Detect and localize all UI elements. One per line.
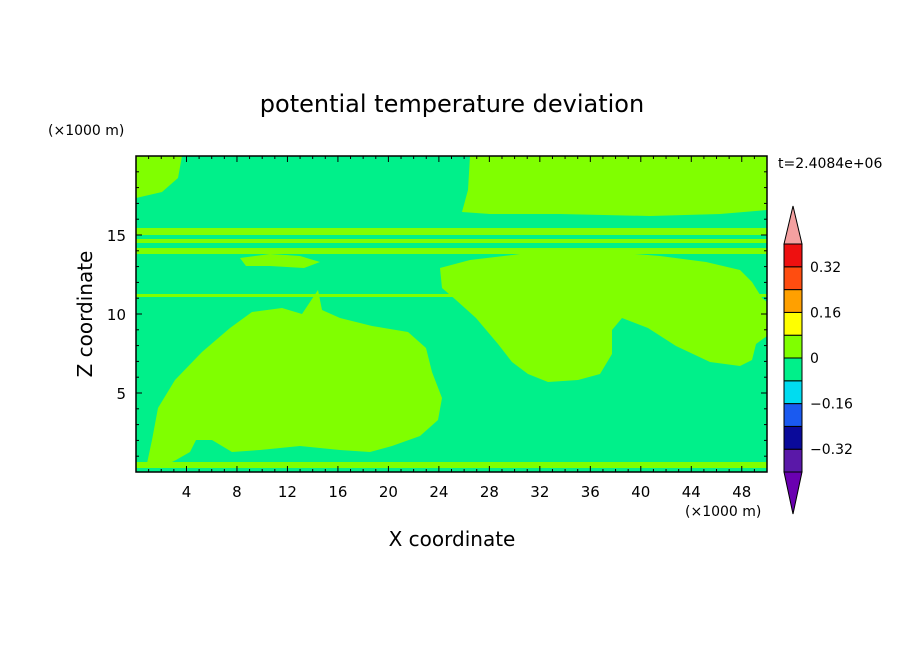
x-unit-label: (×1000 m) [685,504,761,520]
chart-title: potential temperature deviation [260,90,644,118]
y-axis: 5 10 15 [107,171,767,457]
y-tick-label: 10 [107,306,126,324]
x-tick-label: 20 [379,483,398,501]
y-tick-label: 15 [107,227,126,245]
y-tick-label: 5 [116,385,126,403]
x-tick-label: 28 [480,483,499,501]
field-region-lower-right [440,252,767,382]
colorbar-tick-label: 0.16 [810,305,841,321]
colorbar-swatch [783,334,803,359]
contour-field [136,156,767,472]
colorbar-swatch [783,311,803,336]
field-band-3 [136,248,767,254]
field-region-upper-left [136,156,182,198]
colorbar-swatch [783,425,803,450]
field-band-2 [136,239,767,243]
x-tick-label: 44 [682,483,701,501]
colorbar-swatch [783,243,803,268]
x-tick-label: 8 [232,483,242,501]
field-region-lower-left [146,290,442,468]
x-tick-label: 40 [631,483,650,501]
colorbar-swatch [783,289,803,313]
colorbar-swatch [783,380,803,405]
colorbar-tick-label: −0.32 [810,442,853,458]
colorbar-swatch [783,266,803,291]
colorbar-over-arrow [783,205,803,245]
x-axis: 4 8 12 16 20 24 28 32 36 40 44 48 [148,156,755,501]
field-region-upper-right [462,156,767,216]
colorbar-under-arrow [783,471,803,515]
x-tick-label: 4 [182,483,192,501]
x-tick-label: 24 [429,483,448,501]
colorbar-swatch [783,448,803,473]
colorbar-swatch [783,403,803,427]
x-tick-label: 48 [732,483,751,501]
x-tick-label: 12 [278,483,297,501]
x-tick-label: 36 [581,483,600,501]
time-label: t=2.4084e+06 [778,156,882,172]
field-band-4 [136,294,767,297]
x-tick-label: 32 [530,483,549,501]
field-band-5 [136,462,767,468]
x-tick-label: 16 [328,483,347,501]
y-unit-label: (×1000 m) [48,123,124,139]
colorbar: 0.32 0.16 0 −0.16 −0.32 [783,205,853,515]
field-band-wisp [240,254,320,268]
colorbar-tick-label: 0.32 [810,260,841,276]
x-axis-label: X coordinate [389,527,516,551]
y-axis-label: Z coordinate [73,251,97,378]
colorbar-tick-label: −0.16 [810,397,853,413]
field-band-1 [136,228,767,235]
colorbar-tick-label: 0 [810,351,819,367]
colorbar-swatch [783,357,803,382]
